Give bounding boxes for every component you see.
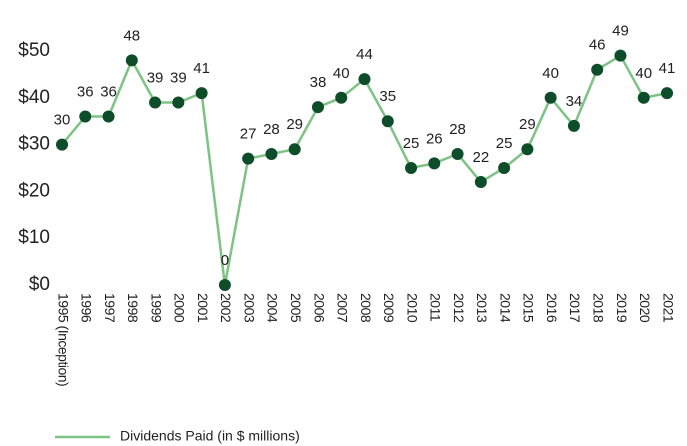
x-tick-label: 2018 bbox=[590, 293, 606, 323]
data-point bbox=[544, 91, 557, 104]
data-label: 27 bbox=[240, 126, 257, 143]
data-point bbox=[335, 91, 348, 104]
y-tick-label: $10 bbox=[18, 227, 50, 248]
x-tick-label: 2000 bbox=[172, 293, 188, 323]
x-tick-label: 2007 bbox=[335, 293, 351, 323]
data-label: 29 bbox=[286, 116, 303, 133]
data-label: 40 bbox=[635, 65, 652, 82]
x-tick-label: 2004 bbox=[265, 293, 281, 323]
x-tick-label: 2020 bbox=[637, 293, 653, 323]
x-tick-label: 2001 bbox=[195, 293, 211, 323]
data-point bbox=[451, 147, 464, 160]
x-tick-label: 1996 bbox=[79, 293, 95, 323]
x-tick-label: 2021 bbox=[660, 293, 676, 323]
x-tick-label: 2012 bbox=[451, 293, 467, 323]
data-point bbox=[242, 152, 255, 165]
data-label: 26 bbox=[426, 130, 443, 147]
data-label: 39 bbox=[147, 69, 164, 86]
data-point bbox=[195, 87, 208, 100]
x-tick-label: 2003 bbox=[241, 293, 257, 323]
data-point bbox=[79, 110, 92, 123]
data-point bbox=[125, 54, 138, 67]
data-line bbox=[61, 53, 668, 286]
data-label: 41 bbox=[659, 60, 676, 77]
x-tick-label: 2002 bbox=[218, 293, 234, 323]
data-label: 29 bbox=[519, 116, 536, 133]
data-point bbox=[405, 162, 418, 174]
data-label: 38 bbox=[310, 74, 327, 91]
data-label: 25 bbox=[496, 135, 513, 152]
data-point bbox=[591, 63, 604, 76]
data-label: 36 bbox=[77, 83, 94, 100]
x-tick-label: 2016 bbox=[544, 293, 560, 323]
x-tick-label: 2013 bbox=[474, 293, 490, 323]
data-point bbox=[358, 73, 371, 86]
x-tick-label: 2006 bbox=[311, 293, 327, 323]
x-tick-label: 1997 bbox=[102, 293, 118, 323]
x-tick-label: 2005 bbox=[288, 293, 304, 323]
data-point bbox=[56, 138, 68, 151]
data-label: 39 bbox=[170, 69, 187, 86]
data-label: 30 bbox=[54, 112, 71, 129]
data-label: 36 bbox=[100, 83, 117, 100]
data-label: 22 bbox=[473, 149, 490, 166]
legend-label: Dividends Paid (in $ millions) bbox=[120, 428, 300, 444]
data-point bbox=[311, 101, 324, 114]
x-tick-label: 2009 bbox=[381, 293, 397, 323]
data-point bbox=[614, 49, 627, 62]
data-point bbox=[149, 96, 162, 109]
data-point bbox=[428, 157, 441, 170]
data-point bbox=[265, 147, 278, 160]
data-label: 25 bbox=[403, 135, 420, 152]
y-tick-label: $50 bbox=[18, 40, 50, 61]
data-label: 40 bbox=[542, 65, 559, 82]
data-label: 28 bbox=[449, 121, 466, 138]
x-tick-label: 2011 bbox=[428, 293, 444, 322]
data-label: 34 bbox=[566, 93, 583, 110]
x-tick-label: 2014 bbox=[497, 293, 513, 323]
x-tick-label: 2008 bbox=[358, 293, 374, 323]
data-point bbox=[661, 87, 673, 100]
data-point bbox=[288, 143, 301, 156]
data-label: 0 bbox=[221, 252, 229, 269]
data-point bbox=[381, 115, 394, 128]
data-point bbox=[521, 143, 534, 156]
data-point bbox=[498, 162, 511, 174]
x-tick-label: 1995 (Inception) bbox=[55, 293, 71, 386]
data-label: 46 bbox=[589, 37, 606, 54]
data-label: 48 bbox=[123, 27, 140, 44]
data-point bbox=[567, 119, 580, 132]
x-tick-label: 2010 bbox=[404, 293, 420, 323]
data-label: 49 bbox=[612, 23, 629, 40]
y-tick-label: $0 bbox=[29, 274, 50, 295]
data-point bbox=[218, 279, 231, 291]
y-tick-label: $40 bbox=[18, 87, 50, 108]
y-tick-label: $30 bbox=[18, 134, 50, 155]
data-point bbox=[474, 176, 487, 189]
x-tick-label: 2017 bbox=[567, 293, 583, 323]
x-tick-label: 1998 bbox=[125, 293, 141, 323]
x-tick-label: 1999 bbox=[148, 293, 164, 323]
data-label: 44 bbox=[356, 46, 373, 63]
data-point bbox=[172, 96, 185, 109]
data-label: 35 bbox=[379, 88, 396, 105]
y-tick-label: $20 bbox=[18, 180, 50, 201]
data-label: 28 bbox=[263, 121, 280, 138]
x-tick-label: 2019 bbox=[614, 293, 630, 323]
data-point bbox=[637, 91, 650, 104]
data-label: 40 bbox=[333, 65, 350, 82]
x-tick-label: 2015 bbox=[521, 293, 537, 323]
data-label: 41 bbox=[193, 60, 210, 77]
data-point bbox=[102, 110, 115, 123]
